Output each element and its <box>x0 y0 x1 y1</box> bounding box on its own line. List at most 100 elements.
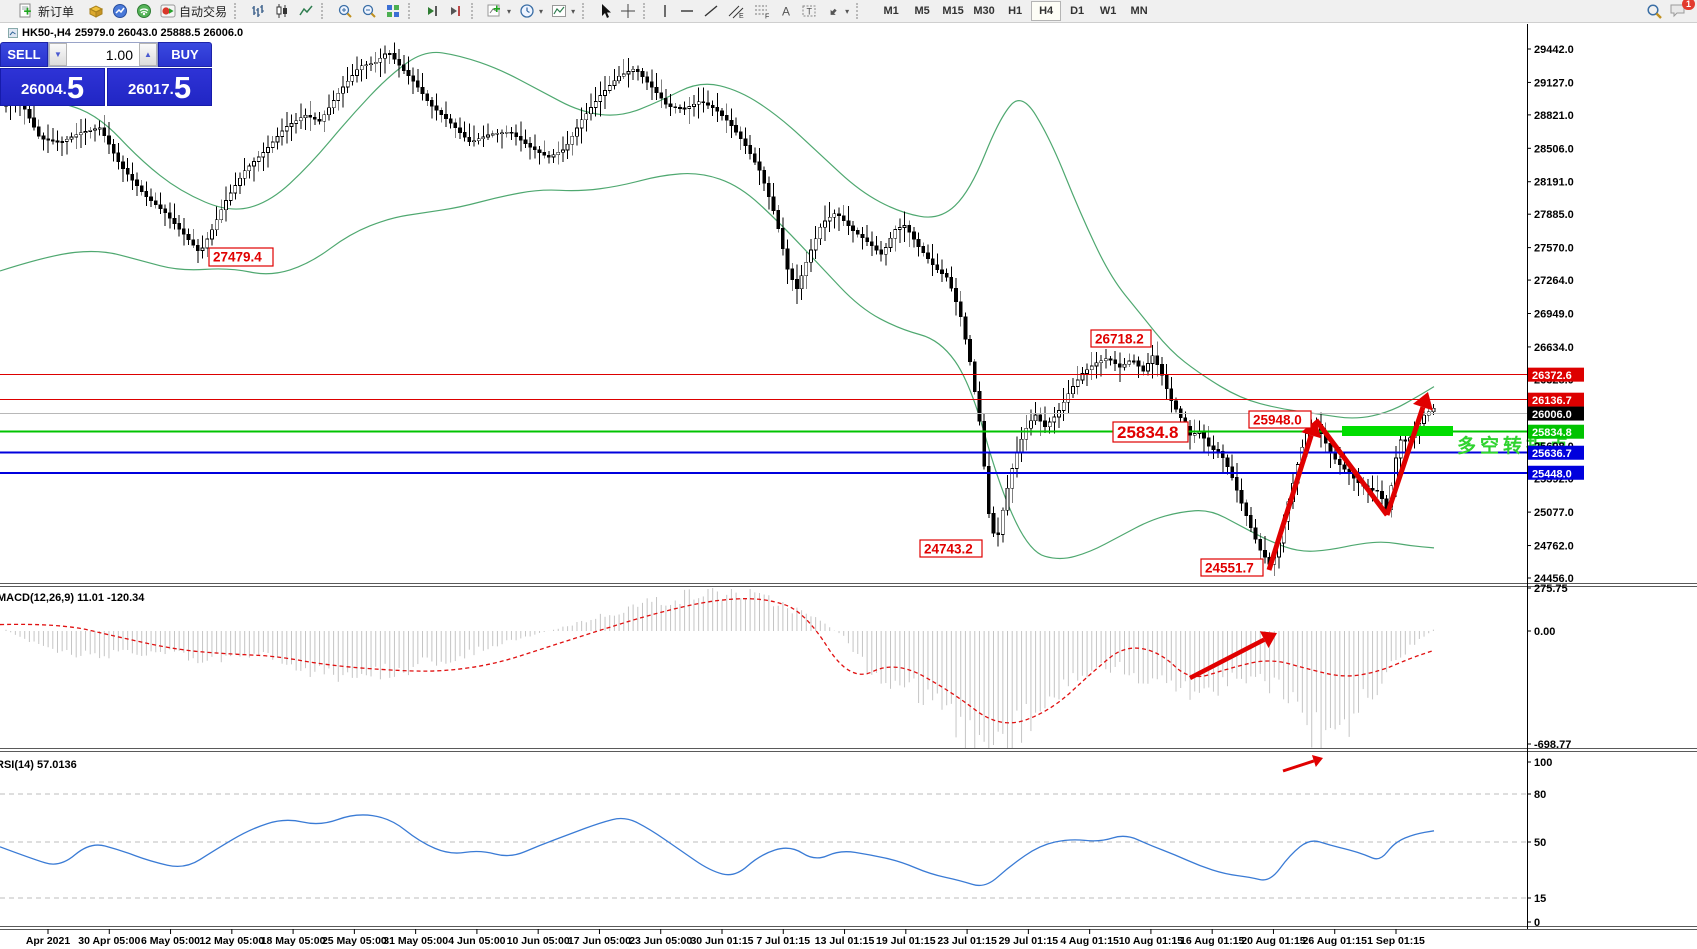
time-axis[interactable]: Apr 2021 30 Apr 05:00 6 May 05:00 12 May 05… <box>26 929 1425 947</box>
volume-increase-button[interactable]: ▲ <box>139 43 157 66</box>
equidistant-channel-button[interactable]: E <box>723 1 749 21</box>
svg-text:16 Aug 01:15: 16 Aug 01:15 <box>1180 935 1245 947</box>
zoom-out-button[interactable] <box>357 1 381 21</box>
timeframe-M15[interactable]: M15 <box>942 5 964 17</box>
toolbar-group-handle[interactable] <box>582 3 591 19</box>
notification-badge: 1 <box>1681 0 1695 10</box>
crosshair-button[interactable] <box>616 1 640 21</box>
toolbar-group-handle[interactable] <box>321 3 330 19</box>
dropdown-caret[interactable]: ▾ <box>507 6 512 16</box>
toolbar: 新订单 自动交易 <box>0 0 1697 23</box>
buy-button[interactable]: BUY <box>158 42 212 67</box>
cursor-button[interactable] <box>594 1 616 21</box>
new-order-button[interactable]: 新订单 <box>14 1 78 21</box>
svg-text:23 Jun 05:00: 23 Jun 05:00 <box>629 935 692 947</box>
svg-text:Apr 2021: Apr 2021 <box>26 935 71 947</box>
trendline-icon <box>704 5 718 17</box>
price-badge-26006.0: 26006.0 <box>1528 406 1584 421</box>
timeframe-D1[interactable]: D1 <box>1070 5 1085 17</box>
notifications-button[interactable]: 1 <box>1669 0 1695 20</box>
text-button[interactable]: A <box>775 1 797 21</box>
horizontal-line-button[interactable] <box>675 1 699 21</box>
chart-ohlc: 25979.0 26043.0 25888.5 26006.0 <box>74 27 244 39</box>
periods-button[interactable]: ▾ <box>515 1 547 21</box>
toolbar-group-handle[interactable] <box>856 3 865 19</box>
toolbar-group-handle[interactable] <box>643 3 652 19</box>
templates-button[interactable]: ▾ <box>547 1 579 21</box>
price-annotation-27479.4[interactable]: 27479.4 <box>208 247 274 267</box>
profile-button[interactable] <box>108 1 132 21</box>
svg-text:26 Aug 01:15: 26 Aug 01:15 <box>1303 935 1368 947</box>
line-chart-button[interactable] <box>294 1 318 21</box>
timeframe-MN[interactable]: MN <box>1130 5 1148 17</box>
zoom-out-icon <box>362 4 376 18</box>
volume-input[interactable] <box>67 43 139 66</box>
svg-text:15: 15 <box>1534 893 1546 905</box>
price-badge-25636.7: 25636.7 <box>1528 445 1584 460</box>
timeframe-M30[interactable]: M30 <box>973 5 995 17</box>
svg-text:275.75: 275.75 <box>1534 583 1568 595</box>
price-annotation-24743.2[interactable]: 24743.2 <box>919 539 983 558</box>
price-annotation-26718.2[interactable]: 26718.2 <box>1090 329 1152 348</box>
macd-panel[interactable] <box>0 587 1435 757</box>
bar-chart-button[interactable] <box>246 1 270 21</box>
candlestick-chart-button[interactable] <box>270 1 294 21</box>
signals-icon <box>137 4 152 18</box>
svg-text:7 Jul 01:15: 7 Jul 01:15 <box>756 935 810 947</box>
svg-text:50: 50 <box>1534 837 1546 849</box>
text-label-button[interactable]: T <box>797 1 821 21</box>
zoom-in-button[interactable] <box>333 1 357 21</box>
turning-point-zone[interactable] <box>1342 426 1453 436</box>
vertical-line-button[interactable] <box>655 1 675 21</box>
fibonacci-button[interactable]: F <box>749 1 775 21</box>
timeframe-H1[interactable]: H1 <box>1008 5 1023 17</box>
timeframe-H4[interactable]: H4 <box>1031 1 1062 21</box>
volume-decrease-button[interactable]: ▼ <box>49 43 67 66</box>
search-icon[interactable] <box>1646 3 1663 20</box>
chart-symbol-period: HK50-,H4 <box>22 27 71 39</box>
cursor-icon <box>602 4 612 18</box>
svg-text:A: A <box>782 5 790 19</box>
toolbar-group-handle[interactable] <box>408 3 417 19</box>
package-button[interactable] <box>84 1 108 21</box>
trendline-button[interactable] <box>699 1 723 21</box>
rsi-panel[interactable] <box>0 754 1527 899</box>
toolbar-group-handle[interactable] <box>471 3 480 19</box>
auto-scroll-button[interactable] <box>420 1 444 21</box>
templates-icon <box>552 5 567 17</box>
sell-button[interactable]: SELL <box>0 42 48 67</box>
price-annotation-25948.0[interactable]: 25948.0 <box>1248 410 1312 429</box>
svg-text:20 Aug 01:15: 20 Aug 01:15 <box>1241 935 1306 947</box>
tile-windows-button[interactable] <box>381 1 405 21</box>
svg-text:27885.0: 27885.0 <box>1534 209 1574 221</box>
buy-price-main: 26017. <box>127 81 174 98</box>
timeframe-W1[interactable]: W1 <box>1099 5 1117 17</box>
dropdown-caret[interactable]: ▾ <box>571 6 576 16</box>
indicators-button[interactable]: ▾ <box>483 1 515 21</box>
svg-text:26949.0: 26949.0 <box>1534 308 1574 320</box>
autotrading-button[interactable]: 自动交易 <box>156 1 231 21</box>
chart-shift-button[interactable] <box>444 1 468 21</box>
svg-text:29 Jul 01:15: 29 Jul 01:15 <box>999 935 1059 947</box>
volume-box: ▼ ▲ <box>48 42 158 67</box>
price-annotation-25834.8[interactable]: 25834.8 <box>1112 421 1189 443</box>
arrows-button[interactable]: ▾ <box>821 1 853 21</box>
tile-windows-icon <box>387 5 400 17</box>
dropdown-caret[interactable]: ▾ <box>845 6 850 16</box>
price-annotation-24551.7[interactable]: 24551.7 <box>1200 558 1264 577</box>
signals-button[interactable] <box>132 1 156 21</box>
svg-text:28506.0: 28506.0 <box>1534 143 1574 155</box>
timeframe-M1[interactable]: M1 <box>883 5 899 17</box>
toolbar-group-handle[interactable] <box>234 3 243 19</box>
channel-icon: E <box>728 5 744 19</box>
dropdown-caret[interactable]: ▾ <box>539 6 544 16</box>
crosshair-icon <box>621 4 636 18</box>
main-chart-panel[interactable] <box>0 42 1527 576</box>
buy-price[interactable]: 26017. 5 <box>107 68 213 106</box>
arrows-icon <box>830 8 837 15</box>
svg-text:24743.2: 24743.2 <box>924 542 973 557</box>
timeframe-M5[interactable]: M5 <box>914 5 930 17</box>
sell-price[interactable]: 26004. 5 <box>0 68 106 106</box>
sell-price-main: 26004. <box>20 81 67 98</box>
